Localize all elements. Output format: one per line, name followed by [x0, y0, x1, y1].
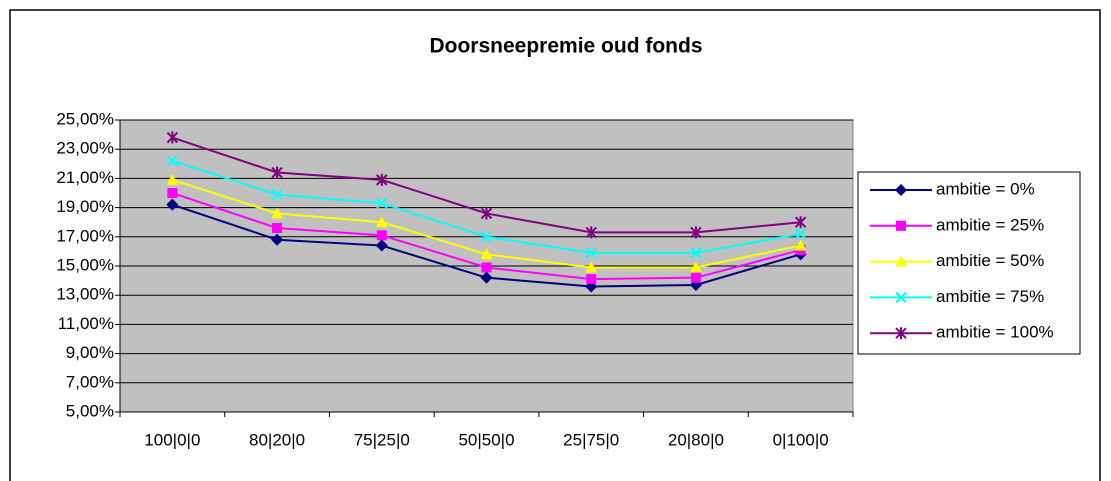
y-tick-label: 11,00% — [58, 314, 114, 333]
marker — [167, 188, 178, 198]
marker — [480, 248, 493, 260]
marker — [376, 197, 388, 209]
marker-shape — [690, 226, 702, 239]
marker-shape — [166, 155, 179, 167]
marker — [690, 272, 701, 283]
y-tick-label: 17,00% — [56, 226, 114, 245]
marker — [794, 216, 807, 229]
y-tick-label: 23,00% — [56, 139, 114, 158]
chart-title: Doorsneepremie oud fonds — [429, 35, 702, 58]
x-tick-label: 75|25|0 — [354, 430, 410, 449]
marker-shape — [480, 248, 493, 260]
marker — [375, 216, 388, 228]
marker-shape — [480, 207, 493, 220]
marker-shape — [480, 231, 493, 243]
y-tick-label: 9,00% — [66, 343, 114, 362]
legend-label: ambitie = 100% — [936, 323, 1054, 342]
marker — [271, 207, 284, 219]
marker-shape — [481, 262, 492, 273]
legend-box — [857, 171, 1081, 355]
marker — [271, 233, 284, 246]
marker-shape — [895, 291, 907, 304]
marker — [585, 247, 597, 259]
x-tick-label: 50|50|0 — [458, 430, 514, 449]
marker — [689, 261, 702, 273]
marker-shape — [166, 173, 179, 185]
marker-shape — [376, 197, 388, 209]
x-tick-label: 0|100|0 — [773, 430, 829, 449]
marker-shape — [690, 247, 702, 259]
marker-shape — [480, 271, 493, 284]
marker-shape — [895, 184, 907, 196]
marker — [166, 131, 179, 144]
legend-label: ambitie = 50% — [936, 251, 1044, 270]
y-tick-label: 19,00% — [56, 197, 114, 216]
legend-label: ambitie = 25% — [936, 215, 1044, 234]
marker — [794, 239, 807, 251]
marker-shape — [272, 223, 283, 234]
x-tick-label: 80|20|0 — [249, 430, 305, 449]
marker-shape — [271, 233, 284, 246]
marker-shape — [896, 220, 906, 231]
marker-shape — [271, 188, 283, 201]
marker-shape — [794, 228, 807, 240]
marker — [895, 184, 907, 196]
marker — [690, 247, 702, 259]
marker-shape — [690, 272, 701, 283]
x-tick-label: 100|0|0 — [144, 430, 200, 449]
marker — [271, 188, 283, 201]
marker-shape — [585, 261, 598, 273]
marker — [376, 173, 388, 186]
marker-shape — [585, 247, 597, 259]
marker-shape — [375, 216, 388, 228]
x-tick-label: 20|80|0 — [668, 430, 724, 449]
legend-label: ambitie = 0% — [936, 179, 1035, 198]
y-tick-label: 15,00% — [56, 255, 114, 274]
marker — [166, 173, 179, 185]
marker — [480, 271, 493, 284]
y-tick-label: 5,00% — [66, 401, 114, 420]
marker-shape — [167, 188, 178, 198]
marker — [480, 231, 493, 243]
marker — [272, 223, 283, 234]
marker — [690, 226, 702, 239]
marker-shape — [895, 255, 907, 267]
marker-shape — [794, 216, 807, 229]
marker — [375, 239, 388, 252]
y-tick-label: 13,00% — [56, 285, 114, 304]
marker-shape — [271, 207, 284, 219]
marker — [585, 261, 598, 273]
marker-shape — [375, 239, 388, 252]
marker — [166, 155, 179, 167]
marker-shape — [376, 173, 388, 186]
marker-shape — [895, 327, 907, 340]
y-tick-label: 21,00% — [56, 168, 114, 187]
marker-shape — [689, 261, 702, 273]
marker — [271, 166, 283, 179]
marker — [794, 228, 807, 240]
marker-shape — [586, 274, 597, 285]
marker-shape — [166, 131, 179, 144]
legend-label: ambitie = 75% — [936, 287, 1044, 306]
marker — [896, 220, 906, 231]
marker-shape — [794, 239, 807, 251]
marker — [480, 207, 493, 220]
marker — [166, 198, 179, 211]
marker — [586, 274, 597, 285]
marker — [895, 327, 907, 340]
marker-shape — [166, 198, 179, 211]
y-tick-label: 25,00% — [56, 109, 114, 128]
marker — [895, 291, 907, 304]
marker-shape — [271, 166, 283, 179]
marker — [585, 226, 597, 239]
marker — [895, 255, 907, 267]
marker-shape — [376, 230, 387, 241]
y-tick-label: 7,00% — [66, 372, 114, 391]
marker-shape — [585, 226, 597, 239]
marker — [376, 230, 387, 241]
marker — [481, 262, 492, 273]
x-tick-label: 25|75|0 — [563, 430, 619, 449]
